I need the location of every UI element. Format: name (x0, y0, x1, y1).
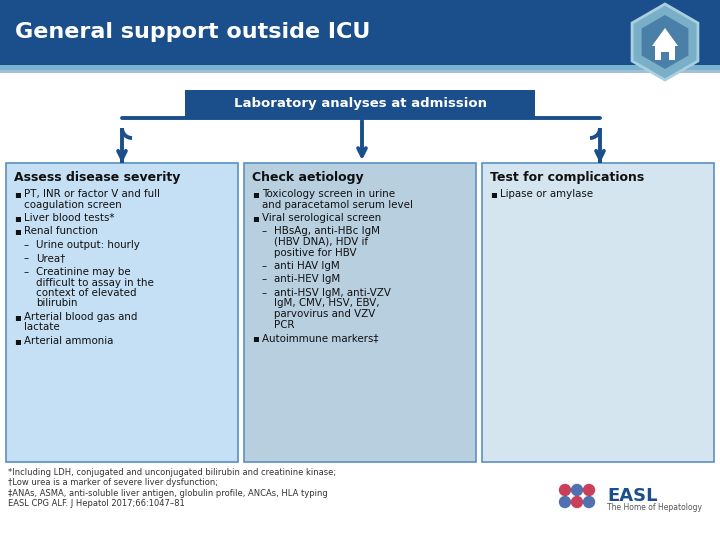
FancyBboxPatch shape (185, 90, 535, 118)
Text: lactate: lactate (24, 322, 60, 333)
Text: difficult to assay in the: difficult to assay in the (36, 278, 154, 287)
Text: ▪: ▪ (252, 213, 259, 223)
Text: anti-HEV IgM: anti-HEV IgM (274, 274, 341, 285)
Text: Urine output: hourly: Urine output: hourly (36, 240, 140, 250)
Text: PCR: PCR (274, 320, 294, 329)
Text: HBsAg, anti-HBc IgM: HBsAg, anti-HBc IgM (274, 226, 380, 237)
Text: Viral serological screen: Viral serological screen (262, 213, 382, 223)
Text: anti HAV IgM: anti HAV IgM (274, 261, 340, 271)
Text: positive for HBV: positive for HBV (274, 247, 356, 258)
Text: Test for complications: Test for complications (490, 171, 644, 184)
Text: Lipase or amylase: Lipase or amylase (500, 189, 593, 199)
Text: Arterial ammonia: Arterial ammonia (24, 336, 113, 346)
FancyBboxPatch shape (0, 70, 720, 73)
Text: –: – (262, 288, 267, 298)
Text: Toxicology screen in urine: Toxicology screen in urine (262, 189, 395, 199)
Text: and paracetamol serum level: and paracetamol serum level (262, 199, 413, 210)
Text: The Home of Hepatology: The Home of Hepatology (607, 503, 702, 511)
Text: *Including LDH, conjugated and unconjugated bilirubin and creatinine kinase;
†Lo: *Including LDH, conjugated and unconjuga… (8, 468, 336, 508)
Text: ▪: ▪ (252, 189, 259, 199)
Text: ▪: ▪ (14, 312, 21, 322)
Circle shape (559, 484, 570, 496)
Text: Renal function: Renal function (24, 226, 98, 237)
Circle shape (559, 496, 570, 508)
Text: –: – (262, 274, 267, 285)
Text: EASL: EASL (607, 487, 657, 505)
Text: anti-HSV IgM, anti-VZV: anti-HSV IgM, anti-VZV (274, 288, 391, 298)
Text: General support outside ICU: General support outside ICU (15, 22, 370, 42)
FancyBboxPatch shape (0, 0, 720, 65)
Text: –: – (262, 261, 267, 271)
FancyBboxPatch shape (6, 163, 238, 462)
Text: coagulation screen: coagulation screen (24, 199, 122, 210)
Circle shape (572, 496, 582, 508)
Text: context of elevated: context of elevated (36, 288, 137, 298)
Text: PT, INR or factor V and full: PT, INR or factor V and full (24, 189, 160, 199)
Polygon shape (661, 52, 669, 60)
Text: ▪: ▪ (14, 189, 21, 199)
Text: ▪: ▪ (14, 213, 21, 223)
Text: ▪: ▪ (14, 336, 21, 346)
Polygon shape (652, 28, 678, 46)
Text: Creatinine may be: Creatinine may be (36, 267, 130, 277)
Text: Liver blood tests*: Liver blood tests* (24, 213, 114, 223)
Text: –: – (24, 240, 29, 250)
Circle shape (572, 484, 582, 496)
Text: Check aetiology: Check aetiology (252, 171, 364, 184)
FancyBboxPatch shape (244, 163, 476, 462)
Text: bilirubin: bilirubin (36, 299, 78, 308)
Text: Arterial blood gas and: Arterial blood gas and (24, 312, 138, 322)
Text: –: – (24, 267, 29, 277)
Circle shape (583, 484, 595, 496)
Text: IgM, CMV, HSV, EBV,: IgM, CMV, HSV, EBV, (274, 299, 379, 308)
Text: ▪: ▪ (252, 333, 259, 343)
Text: (HBV DNA), HDV if: (HBV DNA), HDV if (274, 237, 368, 247)
Polygon shape (632, 4, 698, 80)
Text: parvovirus and VZV: parvovirus and VZV (274, 309, 375, 319)
Text: Urea†: Urea† (36, 253, 66, 264)
Text: ▪: ▪ (14, 226, 21, 237)
Polygon shape (655, 46, 675, 60)
Text: Autoimmune markers‡: Autoimmune markers‡ (262, 333, 379, 343)
Circle shape (583, 496, 595, 508)
FancyBboxPatch shape (482, 163, 714, 462)
Text: ▪: ▪ (490, 189, 497, 199)
Polygon shape (642, 15, 688, 69)
FancyBboxPatch shape (0, 65, 720, 70)
Text: Assess disease severity: Assess disease severity (14, 171, 181, 184)
Text: Laboratory analyses at admission: Laboratory analyses at admission (233, 98, 487, 111)
Text: –: – (24, 253, 29, 264)
Text: –: – (262, 226, 267, 237)
